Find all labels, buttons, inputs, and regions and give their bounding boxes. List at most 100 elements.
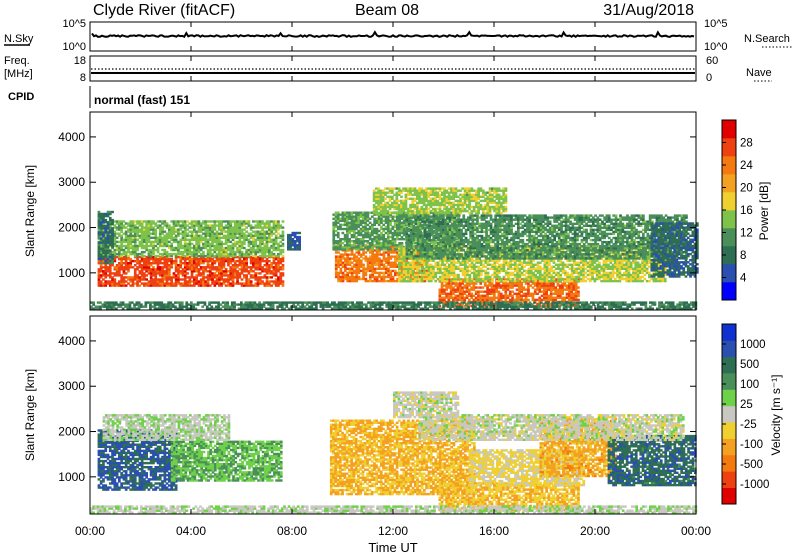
- time-tick-label: 12:00: [378, 524, 408, 538]
- beam-title: Beam 08: [355, 2, 419, 19]
- velocity-region-10: [90, 505, 698, 514]
- power-ytick-label: 4000: [58, 130, 85, 144]
- power-colorbar: 4 8 12 16 20 24 28: [721, 119, 753, 301]
- freq-panel: Freq. [MHz] 18 8 60 0 Nave: [4, 55, 772, 84]
- velocity-region-2: [102, 414, 231, 441]
- time-tick-label: 20:00: [580, 524, 610, 538]
- power-heatmap-cells: [90, 187, 699, 310]
- power-colorbar-tick: 8: [740, 250, 746, 262]
- nsky-tick-top: 10^5: [62, 18, 86, 30]
- velocity-ytick-label: 3000: [58, 379, 85, 393]
- power-colorbar-swatch: [722, 246, 736, 265]
- velocity-ylabel: Slant Range [km]: [23, 369, 37, 461]
- velocity-colorbar-swatch: [722, 487, 736, 505]
- power-region-11: [90, 301, 698, 310]
- velocity-colorbar-tick: -100: [740, 439, 763, 451]
- nsearch-tick-bottom: 10^0: [704, 41, 728, 53]
- power-ytick-label: 2000: [58, 221, 85, 235]
- velocity-colorbar-swatch: [722, 356, 736, 374]
- velocity-colorbar-tick: -500: [740, 459, 763, 471]
- velocity-colorbar-tick: 1000: [740, 339, 766, 351]
- freq-label: Freq.: [4, 55, 30, 67]
- freq-tick-bottom: 8: [80, 72, 86, 84]
- power-colorbar-tick: 16: [740, 205, 753, 217]
- time-axis-label: Time UT: [368, 540, 417, 554]
- time-tick-label: 08:00: [277, 524, 307, 538]
- velocity-panel: 1000 2000 3000 4000 Slant Range [km] 1000 50…: [23, 315, 783, 515]
- power-region-9: [405, 214, 688, 260]
- power-colorbar-tick: 20: [740, 183, 753, 195]
- power-ytick-label: 3000: [58, 175, 85, 189]
- velocity-colorbar-label: Velocity [m s⁻¹]: [769, 374, 783, 455]
- nave-tick-bottom: 0: [706, 72, 712, 84]
- velocity-colorbar-tick: 25: [740, 399, 753, 411]
- velocity-region-8: [607, 434, 697, 487]
- velocity-ytick-label: 4000: [58, 334, 85, 348]
- power-colorbar-swatch: [722, 120, 736, 139]
- power-colorbar-swatch: [722, 264, 736, 283]
- nsearch-tick-top: 10^5: [704, 18, 728, 30]
- power-colorbar-swatch: [722, 192, 736, 211]
- power-colorbar-swatch: [722, 228, 736, 247]
- power-region-1: [97, 220, 285, 258]
- nsky-tick-bottom: 10^0: [62, 41, 86, 53]
- power-colorbar-swatch: [722, 156, 736, 175]
- nave-tick-top: 60: [706, 55, 718, 67]
- velocity-colorbar-swatch: [722, 471, 736, 488]
- velocity-region-3: [329, 419, 476, 496]
- power-colorbar-tick: 28: [740, 138, 753, 150]
- time-tick-label: 16:00: [479, 524, 509, 538]
- power-region-6: [372, 187, 508, 215]
- time-tick-label: 00:00: [681, 524, 711, 538]
- velocity-colorbar-tick: 500: [740, 359, 759, 371]
- velocity-ytick-label: 1000: [58, 470, 85, 484]
- velocity-heatmap-cells: [90, 391, 698, 514]
- power-region-10: [650, 222, 699, 278]
- velocity-colorbar-swatch: [722, 373, 736, 390]
- time-axis-ticks: 00:00 04:00 08:00 12:00 16:00 20:00 00:00: [75, 22, 711, 538]
- velocity-colorbar-swatch: [722, 405, 736, 423]
- power-region-2: [97, 210, 114, 265]
- velocity-region-5: [438, 482, 580, 512]
- power-panel: 1000 2000 3000 4000 Slant Range [km] 4 8 12 16…: [23, 111, 771, 311]
- power-ylabel: Slant Range [km]: [23, 165, 37, 257]
- velocity-ytick-label: 2000: [58, 425, 85, 439]
- cpid-label: CPID: [8, 91, 34, 103]
- power-ytick-label: 1000: [58, 266, 85, 280]
- power-colorbar-tick: 4: [740, 273, 747, 285]
- time-tick-label: 00:00: [75, 524, 105, 538]
- power-colorbar-swatch: [722, 210, 736, 229]
- power-colorbar-swatch: [722, 282, 736, 301]
- velocity-colorbar-swatch: [722, 454, 736, 472]
- nsky-trace: [91, 30, 695, 39]
- power-region-0: [97, 255, 285, 287]
- date-title: 31/Aug/2018: [603, 2, 694, 19]
- velocity-region-9: [418, 414, 685, 441]
- velocity-colorbar-swatch: [722, 389, 736, 407]
- velocity-colorbar-tick: -25: [740, 419, 757, 431]
- velocity-colorbar: 1000 500 100 25 -25 -100 -500 -1000: [721, 323, 769, 505]
- velocity-region-1: [170, 440, 283, 482]
- nsky-label: N.Sky: [4, 33, 34, 45]
- power-region-3: [287, 231, 301, 251]
- nsky-panel: N.Sky 10^5 10^0 10^5 10^0 N.Search: [4, 18, 792, 53]
- cpid-mode: normal (fast) 151: [94, 93, 190, 107]
- velocity-colorbar-swatch: [722, 324, 736, 341]
- velocity-colorbar-tick: -1000: [740, 479, 769, 491]
- power-colorbar-swatch: [722, 174, 736, 193]
- velocity-colorbar-swatch: [722, 438, 736, 456]
- velocity-colorbar-swatch: [722, 422, 736, 439]
- power-colorbar-tick: 12: [740, 228, 753, 240]
- power-colorbar-label: Power [dB]: [757, 182, 771, 241]
- power-colorbar-swatch: [722, 138, 736, 157]
- nsearch-label: N.Search: [744, 33, 790, 45]
- station-title: Clyde River (fitACF): [93, 2, 235, 19]
- time-tick-label: 04:00: [176, 524, 206, 538]
- velocity-colorbar-tick: 100: [740, 379, 759, 391]
- freq-tick-top: 18: [74, 55, 86, 67]
- power-colorbar-tick: 24: [740, 160, 753, 172]
- nave-label: Nave: [746, 67, 772, 79]
- freq-unit-label: [MHz]: [4, 68, 33, 80]
- velocity-colorbar-swatch: [722, 340, 736, 358]
